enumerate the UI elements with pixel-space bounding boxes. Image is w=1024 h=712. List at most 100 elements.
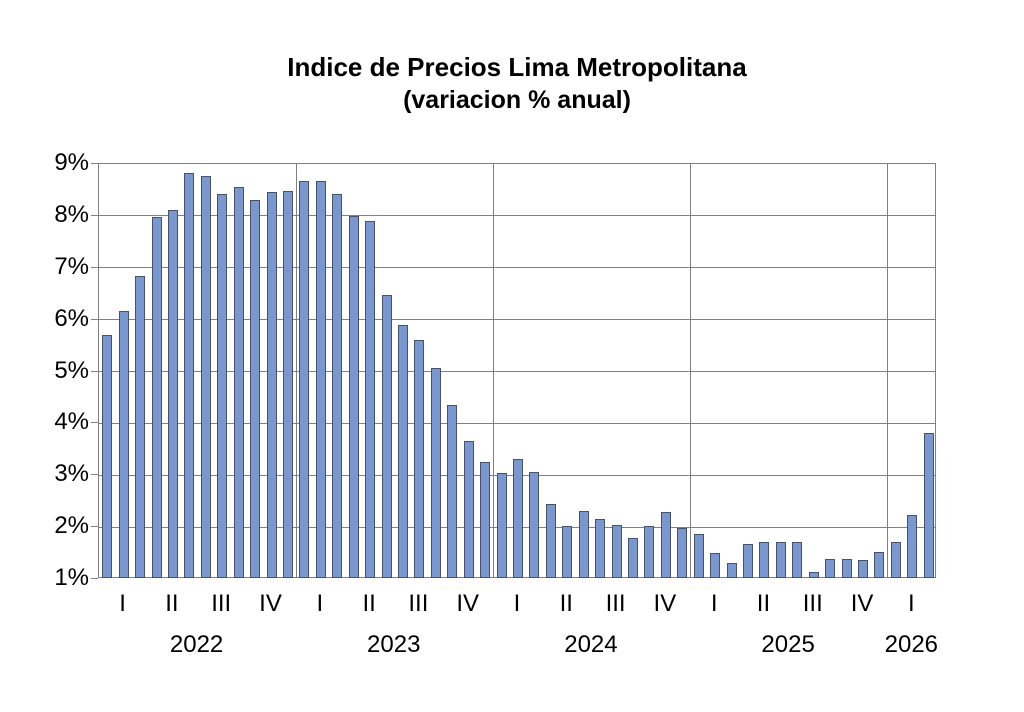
quarter-label: I — [513, 590, 521, 617]
bar — [841, 559, 852, 578]
bar — [348, 216, 359, 578]
bar — [825, 559, 836, 578]
bar — [792, 542, 803, 578]
quarter-label: III — [802, 590, 823, 617]
y-axis-label: 1% — [54, 564, 89, 591]
bar — [874, 552, 885, 578]
quarter-label: IV — [653, 590, 677, 617]
y-axis-label: 3% — [54, 460, 89, 488]
year-boundary-gridline — [690, 164, 692, 577]
bar — [628, 537, 639, 578]
bar — [562, 526, 573, 578]
bar — [480, 461, 491, 578]
quarter-label: I — [119, 590, 126, 617]
chart-title-line2: (variacion % anual) — [403, 86, 631, 114]
chart-title-line1: Indice de Precios Lima Metropolitana — [287, 52, 747, 82]
y-axis-tick — [91, 474, 98, 476]
bar — [529, 471, 540, 578]
year-boundary-gridline — [295, 164, 297, 577]
quarter-label: IV — [259, 590, 282, 617]
y-axis-label: 2% — [54, 512, 89, 540]
bar — [200, 176, 211, 578]
bar — [381, 294, 392, 578]
year-label: 2024 — [564, 631, 618, 658]
bar — [315, 181, 326, 578]
y-axis-label: 5% — [54, 356, 89, 384]
bar — [184, 172, 195, 578]
bar — [266, 191, 277, 578]
bar — [611, 524, 622, 578]
bar — [677, 527, 688, 578]
bar — [430, 368, 441, 578]
bar — [660, 512, 671, 578]
bar — [743, 544, 754, 578]
y-axis-tick — [91, 422, 98, 424]
bar — [365, 220, 376, 578]
bar — [447, 405, 458, 578]
y-axis-tick — [91, 266, 98, 268]
quarter-label: II — [165, 590, 179, 617]
chart-title: Indice de Precios Lima Metropolitana (va… — [98, 50, 936, 116]
year-boundary-gridline — [492, 164, 494, 577]
year-label: 2025 — [761, 631, 815, 658]
bar — [217, 194, 228, 578]
bar — [923, 432, 934, 578]
h-gridline — [99, 422, 935, 424]
y-axis-tick — [91, 163, 98, 164]
bar — [693, 533, 704, 578]
bar — [907, 515, 918, 578]
bar — [496, 473, 507, 578]
quarter-label: IV — [850, 590, 874, 617]
bar — [135, 276, 146, 578]
bar — [282, 191, 293, 578]
y-axis-tick — [91, 526, 98, 528]
year-label: 2023 — [367, 631, 421, 658]
bar — [463, 441, 474, 578]
bar — [644, 525, 655, 578]
bar — [397, 324, 408, 578]
bar — [250, 200, 261, 578]
y-axis-label: 8% — [54, 200, 89, 228]
bar — [808, 572, 819, 578]
bar — [775, 542, 786, 578]
y-axis-tick — [91, 318, 98, 320]
quarter-label: I — [710, 590, 718, 617]
bar — [759, 542, 770, 578]
y-axis-label: 6% — [54, 304, 89, 332]
bar — [513, 459, 523, 578]
bar — [118, 310, 129, 578]
year-label: 2022 — [169, 631, 224, 658]
bar — [167, 210, 178, 578]
quarter-label: II — [756, 590, 771, 617]
bar — [858, 559, 869, 578]
bar — [332, 194, 343, 578]
quarter-label: III — [211, 590, 232, 617]
h-gridline — [99, 371, 935, 372]
plot-area — [98, 163, 936, 578]
bar — [151, 216, 162, 578]
bar — [414, 340, 425, 578]
y-axis-tick — [91, 214, 98, 216]
quarter-label: I — [316, 590, 324, 617]
y-axis-tick — [91, 578, 98, 579]
year-boundary-gridline — [887, 164, 889, 577]
bar — [595, 519, 606, 578]
y-axis-label: 7% — [54, 252, 89, 280]
quarter-label: III — [408, 590, 429, 617]
bar — [299, 180, 310, 578]
bar — [726, 563, 737, 578]
bar — [578, 511, 589, 578]
quarter-label: IV — [456, 590, 480, 617]
bar — [890, 541, 901, 578]
bar — [545, 504, 556, 578]
y-axis-tick — [91, 370, 98, 372]
quarter-label: II — [559, 590, 573, 617]
h-gridline — [99, 319, 935, 321]
y-axis-label: 4% — [54, 408, 89, 436]
quarter-label: III — [605, 590, 626, 617]
bar — [102, 335, 113, 578]
quarter-label: II — [362, 590, 376, 617]
quarter-label: I — [908, 590, 915, 617]
h-gridline — [99, 215, 935, 217]
